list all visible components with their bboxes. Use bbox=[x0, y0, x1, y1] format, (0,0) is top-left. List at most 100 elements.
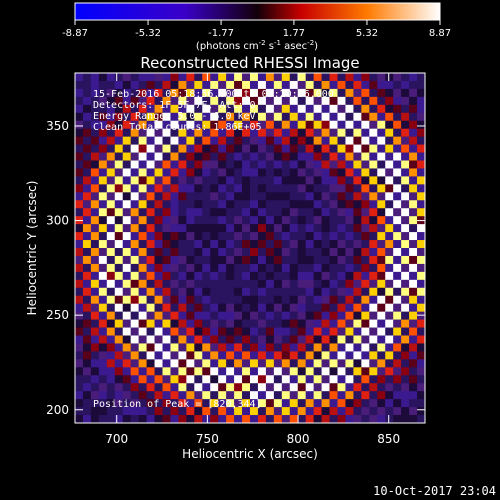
heatmap-cell bbox=[393, 343, 402, 352]
heatmap-cell bbox=[146, 120, 155, 129]
heatmap-cell bbox=[98, 287, 108, 297]
heatmap-cell bbox=[98, 240, 108, 249]
heatmap-cell bbox=[242, 232, 251, 241]
heatmap-cell bbox=[409, 160, 418, 169]
heatmap-cell bbox=[242, 200, 251, 209]
heatmap-cell bbox=[122, 136, 131, 145]
heatmap-cell bbox=[361, 383, 370, 392]
heatmap-cell bbox=[210, 359, 219, 368]
heatmap-cell bbox=[409, 216, 418, 225]
heatmap-cell bbox=[369, 88, 378, 98]
heatmap-cell bbox=[337, 335, 346, 344]
heatmap-cell bbox=[242, 144, 251, 153]
heatmap-cell bbox=[250, 216, 259, 225]
heatmap-cell bbox=[353, 80, 362, 90]
heatmap-cell bbox=[210, 343, 219, 352]
heatmap-cell bbox=[321, 287, 330, 297]
heatmap-cell bbox=[226, 303, 235, 312]
heatmap-cell bbox=[289, 263, 299, 273]
heatmap-cell bbox=[90, 176, 100, 185]
heatmap-cell bbox=[226, 88, 235, 98]
x-tick-label: 800 bbox=[287, 432, 310, 446]
heatmap-cell bbox=[417, 136, 425, 145]
heatmap-cell bbox=[106, 73, 116, 82]
heatmap-cell bbox=[289, 112, 299, 122]
heatmap-cell bbox=[98, 263, 108, 273]
heatmap-cell bbox=[257, 240, 267, 249]
heatmap-cell bbox=[170, 88, 179, 98]
heatmap-cell bbox=[273, 287, 283, 297]
heatmap-cell bbox=[273, 335, 283, 344]
heatmap-cell bbox=[82, 200, 92, 209]
heatmap-cell bbox=[409, 375, 418, 384]
heatmap-cell bbox=[106, 351, 116, 360]
heatmap-cell bbox=[393, 96, 402, 106]
heatmap-cell bbox=[345, 407, 354, 416]
heatmap-cell bbox=[305, 248, 314, 257]
heatmap-cell bbox=[98, 200, 108, 209]
heatmap-cell bbox=[170, 271, 179, 281]
heatmap-cell bbox=[82, 367, 92, 376]
heatmap-cell bbox=[337, 192, 346, 201]
heatmap-cell bbox=[353, 160, 362, 169]
heatmap-cell bbox=[82, 271, 92, 281]
heatmap-cell bbox=[194, 192, 203, 201]
heatmap-cell bbox=[345, 232, 354, 241]
heatmap-cell bbox=[273, 128, 283, 137]
heatmap-cell bbox=[369, 96, 378, 106]
heatmap-cell bbox=[417, 184, 425, 193]
heatmap-cell bbox=[417, 303, 425, 312]
heatmap-cell bbox=[162, 303, 171, 312]
heatmap-cell bbox=[146, 295, 155, 304]
heatmap-cell bbox=[130, 399, 139, 408]
heatmap-cell bbox=[329, 160, 338, 169]
heatmap-cell bbox=[385, 80, 394, 90]
heatmap-cell bbox=[138, 327, 147, 336]
heatmap-cell bbox=[409, 112, 418, 122]
heatmap-cell bbox=[257, 224, 267, 233]
heatmap-cell bbox=[401, 248, 410, 257]
heatmap-cell bbox=[305, 327, 314, 336]
heatmap-cell bbox=[138, 367, 147, 376]
heatmap-cell bbox=[305, 407, 314, 416]
heatmap-cell bbox=[401, 319, 410, 328]
heatmap-cell bbox=[305, 287, 314, 297]
heatmap-cell bbox=[289, 415, 299, 423]
heatmap-cell bbox=[194, 80, 203, 90]
heatmap-cell bbox=[337, 359, 346, 368]
heatmap-cell bbox=[321, 224, 330, 233]
heatmap-cell bbox=[409, 415, 418, 423]
heatmap-cell bbox=[265, 160, 275, 169]
heatmap-cell bbox=[242, 176, 251, 185]
heatmap-cell bbox=[210, 383, 219, 392]
heatmap-cell bbox=[281, 73, 291, 82]
heatmap-cell bbox=[409, 232, 418, 241]
heatmap-cell bbox=[234, 208, 243, 217]
heatmap-cell bbox=[257, 399, 267, 408]
heatmap-cell bbox=[369, 255, 378, 265]
heatmap-cell bbox=[305, 343, 314, 352]
heatmap-cell bbox=[138, 232, 147, 241]
heatmap-cell bbox=[377, 407, 386, 416]
heatmap-cell bbox=[162, 287, 171, 297]
heatmap-cell bbox=[305, 112, 314, 122]
heatmap-cell bbox=[218, 128, 227, 137]
heatmap-cell bbox=[226, 80, 235, 90]
heatmap-cell bbox=[186, 104, 195, 114]
heatmap-cell bbox=[297, 327, 306, 336]
heatmap-cell bbox=[250, 399, 259, 408]
heatmap-cell bbox=[321, 232, 330, 241]
heatmap-cell bbox=[409, 208, 418, 217]
heatmap-cell bbox=[313, 311, 322, 320]
heatmap-cell bbox=[305, 271, 314, 281]
heatmap-cell bbox=[385, 240, 394, 249]
heatmap-cell bbox=[385, 343, 394, 352]
heatmap-cell bbox=[178, 343, 187, 352]
heatmap-cell bbox=[353, 383, 362, 392]
heatmap-cell bbox=[146, 367, 155, 376]
heatmap-cell bbox=[393, 88, 402, 98]
heatmap-cell bbox=[130, 176, 139, 185]
heatmap-cell bbox=[114, 136, 124, 145]
heatmap-cell bbox=[321, 367, 330, 376]
heatmap-cell bbox=[162, 311, 171, 320]
